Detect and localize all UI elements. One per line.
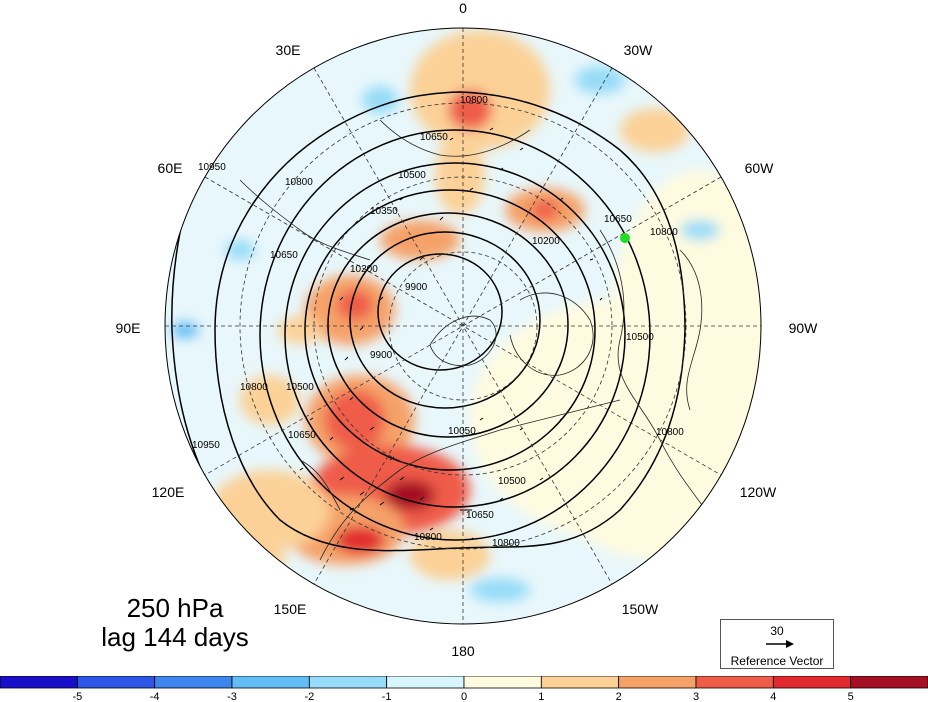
lon-label: 180 xyxy=(451,643,475,659)
colorbar-box xyxy=(386,676,465,689)
map-border xyxy=(164,27,762,625)
contour-10350 xyxy=(304,189,596,471)
contour-label: 10650 xyxy=(466,510,494,521)
contour-label: 10950 xyxy=(192,440,220,451)
wind-vectors xyxy=(299,127,603,541)
colorbar-box xyxy=(772,676,852,689)
colorbar-box xyxy=(850,676,928,689)
contour-label: 10800 xyxy=(656,427,684,438)
anomaly-shading xyxy=(171,30,761,602)
colorbar-tick-label: 1 xyxy=(538,691,544,702)
contour-10800-outer xyxy=(214,91,686,552)
colorbar-box xyxy=(231,676,310,689)
colorbar-box xyxy=(463,676,542,689)
reference-vector-label: Reference Vector xyxy=(730,654,824,668)
colorbar-box xyxy=(154,676,233,689)
contour-label: 10650 xyxy=(420,132,448,143)
contour-label: 10800 xyxy=(650,227,678,238)
contour-label: 10200 xyxy=(350,264,378,275)
plot-lag-title: lag 144 days xyxy=(101,622,249,652)
contour-label: 10500 xyxy=(398,170,426,181)
contour-label: 10350 xyxy=(370,206,398,217)
lon-label: 120E xyxy=(152,484,185,500)
location-marker xyxy=(620,233,630,243)
contour-label: 10950 xyxy=(198,162,226,173)
contour-10500 xyxy=(284,162,626,508)
colorbar-tick-label: -4 xyxy=(150,691,160,702)
lon-label: 150W xyxy=(622,601,659,617)
colorbar: -5 -4 -3 -2 -1 0 1 2 3 4 5 xyxy=(0,676,928,702)
lon-label: 90E xyxy=(116,320,141,336)
colorbar-box xyxy=(618,676,697,689)
colorbar-tick-label: 4 xyxy=(770,691,776,702)
contour-label: 10200 xyxy=(532,236,560,247)
contour-9900 xyxy=(377,253,503,371)
contour-10200 xyxy=(327,212,569,438)
contour-10050 xyxy=(349,231,541,409)
colorbar-box xyxy=(308,676,388,689)
contour-label: 10800 xyxy=(240,382,268,393)
colorbar-tick-label: -3 xyxy=(227,691,237,702)
graticule xyxy=(165,28,761,624)
colorbar-tick-label: -1 xyxy=(382,691,392,702)
lon-label: 30E xyxy=(276,42,301,58)
colorbar-boxes xyxy=(0,676,928,689)
colorbar-labels: -5 -4 -3 -2 -1 0 1 2 3 4 5 xyxy=(72,691,853,702)
contour-labels: 10800 10650 10500 10350 10200 10200 9900… xyxy=(192,95,684,549)
lon-label: 60W xyxy=(745,160,775,176)
contour-label: 10650 xyxy=(604,214,632,225)
colorbar-tick-label: -5 xyxy=(72,691,82,702)
colorbar-box xyxy=(540,676,620,689)
contour-label: 10500 xyxy=(626,332,654,343)
contour-label: 10650 xyxy=(288,430,316,441)
colorbar-tick-label: 5 xyxy=(848,691,854,702)
contour-label: 10050 xyxy=(448,426,476,437)
contour-10650 xyxy=(259,129,651,541)
colorbar-tick-label: 0 xyxy=(461,691,467,702)
colorbar-tick-label: -2 xyxy=(304,691,314,702)
longitude-labels: 0 30W 60W 90W 120W 150W 180 150E 120E 90… xyxy=(116,0,819,659)
lon-label: 90W xyxy=(789,320,819,336)
lon-label: 120W xyxy=(740,484,777,500)
lon-label: 0 xyxy=(459,0,467,16)
contour-label: 9900 xyxy=(370,350,393,361)
lon-label: 150E xyxy=(274,601,307,617)
reference-vector-value: 30 xyxy=(770,624,784,638)
contour-label: 10500 xyxy=(286,382,314,393)
contour-label: 9900 xyxy=(405,282,428,293)
colorbar-box xyxy=(76,676,156,689)
lon-label: 30W xyxy=(624,42,654,58)
contour-label: 10800 xyxy=(414,532,442,543)
contour-label: 10800 xyxy=(460,95,488,106)
colorbar-box xyxy=(695,676,774,689)
reference-arrow-icon xyxy=(766,640,794,648)
contour-label: 10800 xyxy=(492,538,520,549)
colorbar-box xyxy=(0,676,78,689)
colorbar-tick-label: 2 xyxy=(616,691,622,702)
contour-label: 10650 xyxy=(270,250,298,261)
plot-level-title: 250 hPa xyxy=(126,593,224,623)
reference-vector-box: 30 Reference Vector xyxy=(720,619,834,669)
lon-label: 60E xyxy=(158,160,183,176)
colorbar-tick-label: 3 xyxy=(693,691,699,702)
contour-label: 10800 xyxy=(285,177,313,188)
contour-label: 10500 xyxy=(498,476,526,487)
